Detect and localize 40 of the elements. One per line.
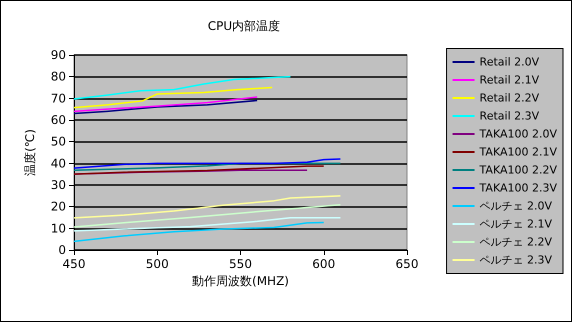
- line-series: [73, 76, 292, 100]
- x-tick-label: 600: [312, 257, 336, 271]
- line-series: [73, 216, 342, 232]
- line-series: [73, 195, 342, 219]
- legend-label: ペルチェ 2.0V: [480, 200, 553, 212]
- legend-label: TAKA100 2.2V: [478, 164, 558, 176]
- x-tick-label: 450: [62, 257, 86, 271]
- legend-label: ペルチェ 2.1V: [480, 218, 553, 230]
- legend-label: Retail 2.2V: [480, 92, 540, 104]
- legend-label: Retail 2.1V: [480, 74, 540, 86]
- x-axis-title: 動作周波数(MHZ): [192, 274, 289, 288]
- y-tick-label: 10: [50, 221, 66, 236]
- legend-label: Retail 2.0V: [480, 56, 540, 68]
- y-tick-label: 20: [50, 200, 66, 214]
- legend-label: TAKA100 2.0V: [478, 128, 558, 140]
- legend-label: ペルチェ 2.2V: [480, 236, 553, 248]
- chart-title: CPU内部温度: [208, 19, 280, 33]
- y-tick-label: 60: [50, 113, 66, 127]
- line-series: [73, 158, 342, 169]
- y-tick-label: 0: [58, 243, 66, 257]
- line-series: [73, 100, 258, 114]
- legend-label: TAKA100 2.3V: [478, 182, 558, 194]
- legend-label: TAKA100 2.1V: [478, 146, 558, 158]
- y-tick-label: 50: [50, 134, 66, 149]
- line-series: [73, 86, 273, 108]
- y-tick-label: 70: [50, 91, 66, 106]
- legend-label: Retail 2.3V: [480, 110, 540, 122]
- x-tick-label: 500: [146, 257, 169, 271]
- y-tick-label: 90: [50, 48, 66, 62]
- line-series: [73, 222, 324, 242]
- y-axis-title: 温度(℃): [23, 129, 37, 176]
- y-tick-label: 40: [50, 156, 66, 170]
- y-tick-label: 30: [50, 178, 66, 192]
- x-tick-label: 650: [396, 257, 418, 271]
- line-series: [73, 165, 324, 175]
- legend-label: ペルチェ 2.3V: [480, 254, 553, 266]
- y-tick-label: 80: [50, 70, 66, 84]
- x-tick-label: 550: [229, 257, 252, 271]
- line-series: [73, 96, 258, 112]
- line-series: [73, 204, 342, 228]
